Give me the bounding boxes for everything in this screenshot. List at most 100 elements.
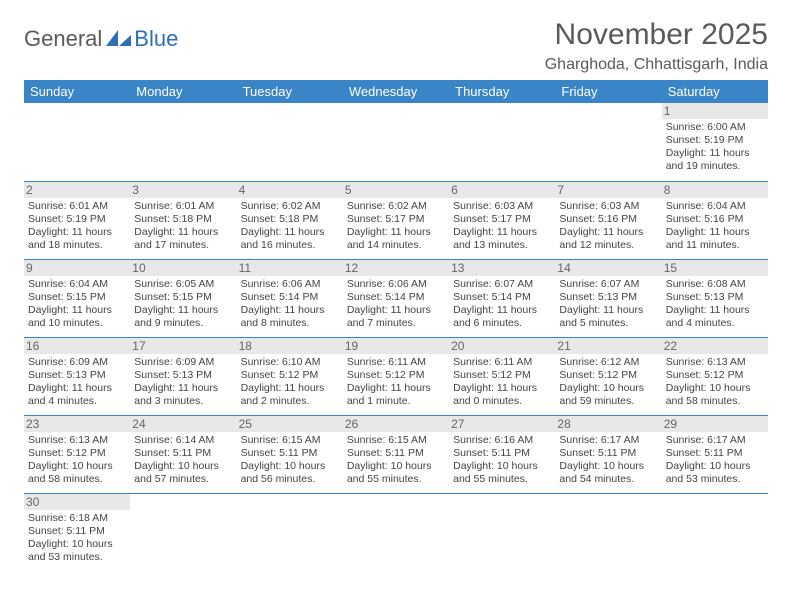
day-info: Sunrise: 6:05 AMSunset: 5:15 PMDaylight:…: [134, 278, 232, 331]
calendar-cell: 19Sunrise: 6:11 AMSunset: 5:12 PMDayligh…: [343, 337, 449, 415]
sunset-line: Sunset: 5:12 PM: [666, 369, 764, 382]
calendar-cell: [555, 493, 661, 571]
day-number: 3: [130, 182, 236, 198]
day-info: Sunrise: 6:15 AMSunset: 5:11 PMDaylight:…: [241, 434, 339, 487]
day-info: Sunrise: 6:10 AMSunset: 5:12 PMDaylight:…: [241, 356, 339, 409]
day-number: [130, 494, 236, 510]
sunset-line: Sunset: 5:12 PM: [241, 369, 339, 382]
day-number: [343, 494, 449, 510]
sunset-line: Sunset: 5:18 PM: [241, 213, 339, 226]
daylight-line: Daylight: 11 hours and 10 minutes.: [28, 304, 126, 330]
day-info: Sunrise: 6:14 AMSunset: 5:11 PMDaylight:…: [134, 434, 232, 487]
calendar-cell: [130, 493, 236, 571]
calendar-cell: 24Sunrise: 6:14 AMSunset: 5:11 PMDayligh…: [130, 415, 236, 493]
daylight-line: Daylight: 10 hours and 53 minutes.: [28, 538, 126, 564]
day-number: [449, 494, 555, 510]
sunset-line: Sunset: 5:15 PM: [28, 291, 126, 304]
calendar-cell: 23Sunrise: 6:13 AMSunset: 5:12 PMDayligh…: [24, 415, 130, 493]
daylight-line: Daylight: 11 hours and 17 minutes.: [134, 226, 232, 252]
sunset-line: Sunset: 5:16 PM: [666, 213, 764, 226]
calendar-cell: 28 Sunrise: 6:17 AMSunset: 5:11 PMDayligh…: [555, 415, 661, 493]
daylight-line: Daylight: 11 hours and 7 minutes.: [347, 304, 445, 330]
page-title: November 2025: [545, 18, 768, 52]
sunrise-line: Sunrise: 6:02 AM: [347, 200, 445, 213]
sunset-line: Sunset: 5:15 PM: [134, 291, 232, 304]
weekday-header: Saturday: [662, 80, 768, 103]
sunset-line: Sunset: 5:13 PM: [666, 291, 764, 304]
day-number: 28: [555, 416, 661, 432]
sunset-line: Sunset: 5:11 PM: [559, 447, 657, 460]
sunrise-line: Sunrise: 6:17 AM: [559, 434, 657, 447]
day-number: 1: [662, 103, 768, 119]
daylight-line: Daylight: 11 hours and 19 minutes.: [666, 147, 764, 173]
sunset-line: Sunset: 5:14 PM: [241, 291, 339, 304]
sunrise-line: Sunrise: 6:01 AM: [134, 200, 232, 213]
day-info: Sunrise: 6:01 AMSunset: 5:19 PMDaylight:…: [28, 200, 126, 253]
sunrise-line: Sunrise: 6:06 AM: [347, 278, 445, 291]
calendar-cell: [555, 103, 661, 181]
daylight-line: Daylight: 10 hours and 54 minutes.: [559, 460, 657, 486]
sunset-line: Sunset: 5:12 PM: [453, 369, 551, 382]
calendar-cell: 15Sunrise: 6:08 AMSunset: 5:13 PMDayligh…: [662, 259, 768, 337]
calendar-cell: 13Sunrise: 6:07 AMSunset: 5:14 PMDayligh…: [449, 259, 555, 337]
calendar-cell: 6Sunrise: 6:03 AMSunset: 5:17 PMDaylight…: [449, 181, 555, 259]
calendar-cell: [449, 493, 555, 571]
sunset-line: Sunset: 5:17 PM: [453, 213, 551, 226]
day-info: Sunrise: 6:08 AMSunset: 5:13 PMDaylight:…: [666, 278, 764, 331]
sunset-line: Sunset: 5:12 PM: [28, 447, 126, 460]
calendar-cell: 11Sunrise: 6:06 AMSunset: 5:14 PMDayligh…: [237, 259, 343, 337]
sunrise-line: Sunrise: 6:04 AM: [666, 200, 764, 213]
calendar-cell: 22Sunrise: 6:13 AMSunset: 5:12 PMDayligh…: [662, 337, 768, 415]
day-number: 17: [130, 338, 236, 354]
calendar-cell: 2 Sunrise: 6:01 AMSunset: 5:19 PMDaylight…: [24, 181, 130, 259]
sunset-line: Sunset: 5:12 PM: [347, 369, 445, 382]
calendar-cell: [662, 493, 768, 571]
day-number: 12: [343, 260, 449, 276]
daylight-line: Daylight: 11 hours and 0 minutes.: [453, 382, 551, 408]
day-info: Sunrise: 6:03 AMSunset: 5:17 PMDaylight:…: [453, 200, 551, 253]
calendar-cell: 3 Sunrise: 6:01 AMSunset: 5:18 PMDaylight…: [130, 181, 236, 259]
day-number: 13: [449, 260, 555, 276]
daylight-line: Daylight: 10 hours and 55 minutes.: [347, 460, 445, 486]
day-number: 7: [555, 182, 661, 198]
calendar-table: SundayMondayTuesdayWednesdayThursdayFrid…: [24, 80, 768, 571]
sunset-line: Sunset: 5:11 PM: [453, 447, 551, 460]
weekday-header: Friday: [555, 80, 661, 103]
calendar-row: 2 Sunrise: 6:01 AMSunset: 5:19 PMDaylight…: [24, 181, 768, 259]
calendar-row: 1Sunrise: 6:00 AMSunset: 5:19 PMDaylight…: [24, 103, 768, 181]
day-number: [555, 103, 661, 119]
daylight-line: Daylight: 10 hours and 56 minutes.: [241, 460, 339, 486]
weekday-header: Wednesday: [343, 80, 449, 103]
daylight-line: Daylight: 11 hours and 11 minutes.: [666, 226, 764, 252]
sunset-line: Sunset: 5:13 PM: [28, 369, 126, 382]
day-number: 27: [449, 416, 555, 432]
daylight-line: Daylight: 10 hours and 58 minutes.: [28, 460, 126, 486]
day-number: 26: [343, 416, 449, 432]
weekday-header: Thursday: [449, 80, 555, 103]
sunset-line: Sunset: 5:14 PM: [453, 291, 551, 304]
day-info: Sunrise: 6:02 AMSunset: 5:18 PMDaylight:…: [241, 200, 339, 253]
sunset-line: Sunset: 5:18 PM: [134, 213, 232, 226]
day-info: Sunrise: 6:17 AMSunset: 5:11 PMDaylight:…: [559, 434, 657, 487]
daylight-line: Daylight: 11 hours and 16 minutes.: [241, 226, 339, 252]
sunrise-line: Sunrise: 6:03 AM: [559, 200, 657, 213]
sunset-line: Sunset: 5:11 PM: [241, 447, 339, 460]
day-info: Sunrise: 6:11 AMSunset: 5:12 PMDaylight:…: [347, 356, 445, 409]
daylight-line: Daylight: 11 hours and 8 minutes.: [241, 304, 339, 330]
sunset-line: Sunset: 5:17 PM: [347, 213, 445, 226]
daylight-line: Daylight: 11 hours and 14 minutes.: [347, 226, 445, 252]
sunrise-line: Sunrise: 6:04 AM: [28, 278, 126, 291]
sunrise-line: Sunrise: 6:13 AM: [28, 434, 126, 447]
day-number: 4: [237, 182, 343, 198]
sunrise-line: Sunrise: 6:15 AM: [347, 434, 445, 447]
calendar-cell: [343, 493, 449, 571]
daylight-line: Daylight: 11 hours and 18 minutes.: [28, 226, 126, 252]
day-number: 2: [24, 182, 130, 198]
daylight-line: Daylight: 10 hours and 55 minutes.: [453, 460, 551, 486]
calendar-cell: 30Sunrise: 6:18 AMSunset: 5:11 PMDayligh…: [24, 493, 130, 571]
sunset-line: Sunset: 5:11 PM: [134, 447, 232, 460]
weekday-row: SundayMondayTuesdayWednesdayThursdayFrid…: [24, 80, 768, 103]
calendar-row: 9Sunrise: 6:04 AMSunset: 5:15 PMDaylight…: [24, 259, 768, 337]
day-number: 11: [237, 260, 343, 276]
calendar-cell: 9Sunrise: 6:04 AMSunset: 5:15 PMDaylight…: [24, 259, 130, 337]
